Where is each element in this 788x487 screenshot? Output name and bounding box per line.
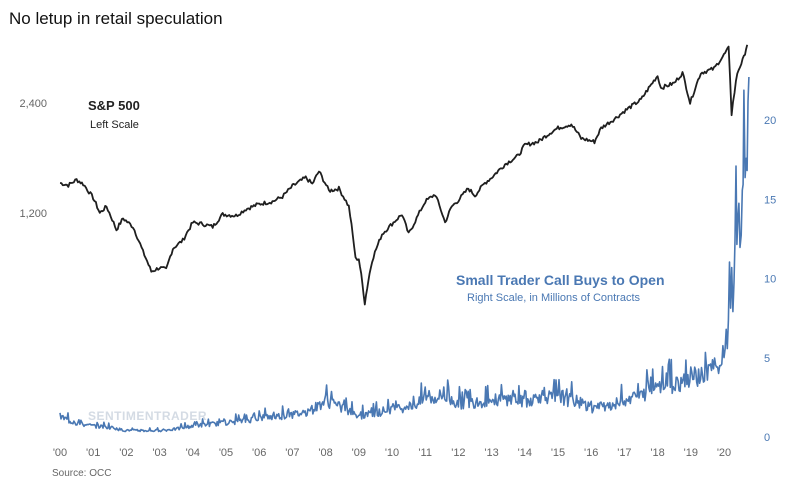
x-tick-label: '13 <box>484 447 498 459</box>
left-axis: 1,200 2,400 <box>19 98 47 220</box>
x-tick-label: '18 <box>650 447 664 459</box>
right-tick-label: 5 <box>764 353 770 365</box>
x-tick-label: '06 <box>252 447 266 459</box>
right-tick-label: 0 <box>764 432 770 444</box>
right-tick-label: 15 <box>764 194 776 206</box>
x-tick-label: '09 <box>352 447 366 459</box>
right-tick-label: 10 <box>764 274 776 286</box>
right-tick-label: 20 <box>764 115 776 127</box>
x-tick-label: '20 <box>717 447 731 459</box>
small-trader-annotation: Small Trader Call Buys to Open Right Sca… <box>456 272 665 304</box>
x-tick-label: '07 <box>285 447 299 459</box>
left-tick-label: 1,200 <box>19 208 47 220</box>
right-axis: 0 5 10 15 20 <box>764 115 776 444</box>
x-tick-label: '00 <box>53 447 67 459</box>
sp500-annotation: S&P 500 Left Scale <box>88 98 140 131</box>
x-tick-label: '10 <box>385 447 399 459</box>
x-tick-label: '16 <box>584 447 598 459</box>
x-tick-label: '05 <box>219 447 233 459</box>
x-tick-label: '15 <box>551 447 565 459</box>
small-trader-annotation-subtitle: Right Scale, in Millions of Contracts <box>467 292 641 304</box>
sp500-annotation-subtitle: Left Scale <box>90 119 139 131</box>
x-tick-label: '03 <box>152 447 166 459</box>
watermark-text: SENTIMENTRADER <box>88 409 207 423</box>
source-note: Source: OCC <box>52 468 111 479</box>
x-axis: '00 '01 '02 '03 '04 '05 '06 '07 '08 '09 '10 '11 '12 '… <box>53 447 731 459</box>
sp500-line <box>59 44 749 306</box>
x-tick-label: '04 <box>186 447 200 459</box>
x-tick-label: '08 <box>318 447 332 459</box>
x-tick-label: '11 <box>418 447 432 459</box>
x-tick-label: '02 <box>119 447 133 459</box>
x-tick-label: '01 <box>86 447 100 459</box>
x-tick-label: '17 <box>617 447 631 459</box>
x-tick-label: '12 <box>451 447 465 459</box>
left-tick-label: 2,400 <box>19 98 47 110</box>
small-trader-line <box>59 76 750 433</box>
series-layer <box>59 44 750 433</box>
x-tick-label: '19 <box>684 447 698 459</box>
sp500-annotation-title: S&P 500 <box>88 98 140 113</box>
small-trader-annotation-title: Small Trader Call Buys to Open <box>456 272 665 288</box>
chart-title: No letup in retail speculation <box>9 9 223 28</box>
x-tick-label: '14 <box>518 447 532 459</box>
